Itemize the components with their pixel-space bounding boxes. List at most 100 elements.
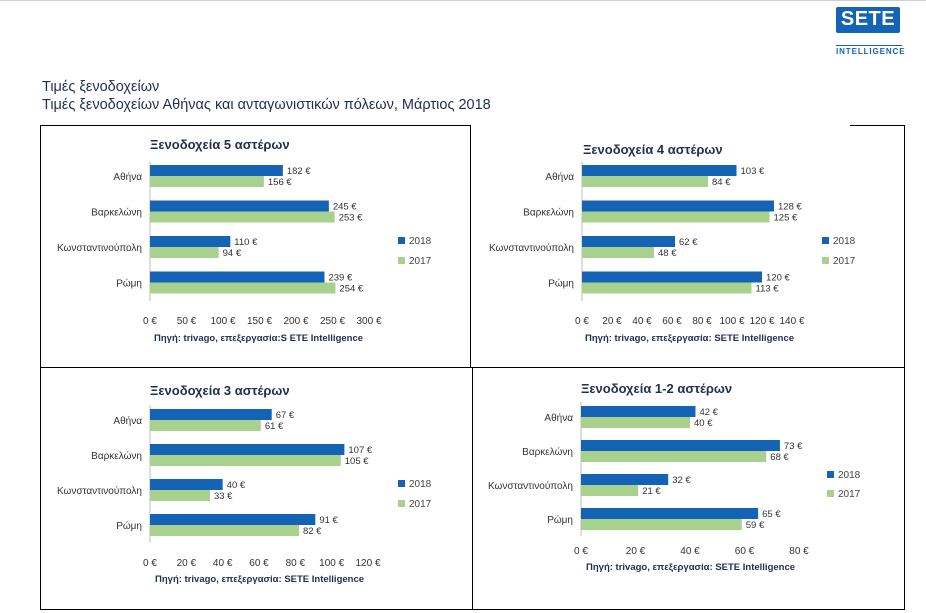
page-subtitle: Τιμές ξενοδοχείων Αθήνας και ανταγωνιστι… <box>42 97 491 113</box>
bar-2017 <box>581 519 742 530</box>
tick-label: 100 € <box>210 316 235 327</box>
sete-logo: SETE INTELLIGENCE <box>836 7 906 56</box>
grid-rule-top-right <box>850 125 905 126</box>
logo-subtitle: INTELLIGENCE <box>836 47 906 56</box>
chart-svg: Ξενοδοχεία 5 αστέρων Αθήνα 182 €156 € Βαρκε… <box>57 137 432 344</box>
bar-2018 <box>150 514 316 525</box>
tick-label: 60 € <box>662 316 682 327</box>
tick-label: 100 € <box>319 558 344 569</box>
data-label: 245 € <box>333 202 357 213</box>
data-label: 42 € <box>699 407 718 418</box>
chart-4-stars: Ξενοδοχεία 4 αστέρων Αθήνα 103 € 84 € Βαρκελ… <box>471 126 903 366</box>
data-label: 84 € <box>712 177 731 188</box>
legend-label-2017: 2017 <box>409 256 432 267</box>
bar-2017 <box>150 525 299 536</box>
data-label: 254 € <box>339 284 363 295</box>
data-label: 125 € <box>774 213 798 224</box>
data-label: 21 € <box>642 486 661 497</box>
tick-label: 0 € <box>143 316 157 327</box>
bar-2018 <box>581 406 696 417</box>
data-label: 239 € <box>328 273 352 284</box>
logo-rule <box>836 45 902 46</box>
tick-label: 200 € <box>283 316 308 327</box>
logo-wordmark: SETE <box>836 7 900 33</box>
data-label: 65 € <box>762 509 781 520</box>
tick-label: 300 € <box>356 316 381 327</box>
bar-2017 <box>582 247 654 258</box>
category-label: Ρώμη <box>116 278 142 290</box>
bar-2018 <box>150 479 223 490</box>
data-label: 120 € <box>766 273 790 284</box>
legend-swatch-2018 <box>398 480 405 487</box>
data-label: 103 € <box>741 166 765 177</box>
chart-3-stars: Ξενοδοχεία 3 αστέρων Αθήνα 67 €61 € Βαρκελώ… <box>41 368 471 608</box>
legend-label-2018: 2018 <box>833 236 856 247</box>
tick-label: 60 € <box>249 558 269 569</box>
data-label: 73 € <box>784 441 803 452</box>
grid-rule-right <box>904 125 905 610</box>
data-label: 61 € <box>265 421 284 432</box>
data-label: 156 € <box>268 177 292 188</box>
tick-label: 0 € <box>143 558 157 569</box>
category-label: Κωνσταντινούπολη <box>489 242 574 254</box>
bar-2018 <box>150 271 325 283</box>
bar-2018 <box>582 200 774 212</box>
data-label: 105 € <box>345 456 369 467</box>
bar-2017 <box>581 451 767 462</box>
tick-label: 50 € <box>177 316 197 327</box>
data-label: 33 € <box>214 491 233 502</box>
bar-2017 <box>581 417 690 428</box>
bar-2017 <box>150 282 336 294</box>
data-label: 59 € <box>746 520 765 531</box>
bar-2017 <box>582 282 752 294</box>
data-label: 32 € <box>672 475 691 486</box>
data-label: 94 € <box>223 248 242 259</box>
category-label: Βαρκελώνη <box>522 446 573 458</box>
category-label: Βαρκελώνη <box>91 207 142 219</box>
bar-2018 <box>150 200 329 212</box>
category-label: Ρώμη <box>116 520 142 532</box>
tick-label: 120 € <box>355 558 380 569</box>
tick-label: 20 € <box>602 316 622 327</box>
category-label: Κωνσταντινούπολη <box>488 480 573 492</box>
bar-2018 <box>150 444 345 455</box>
legend-label-2017: 2017 <box>409 499 432 510</box>
chart-title: Ξενοδοχεία 4 αστέρων <box>583 142 723 157</box>
tick-label: 250 € <box>320 316 345 327</box>
bar-2018 <box>582 165 737 176</box>
bar-2018 <box>150 409 272 420</box>
data-label: 48 € <box>658 248 677 259</box>
data-label: 40 € <box>694 418 713 429</box>
bar-2017 <box>150 176 264 187</box>
category-label: Αθήνα <box>113 415 142 427</box>
tick-label: 80 € <box>789 546 809 557</box>
legend-swatch-2017 <box>822 257 829 264</box>
data-label: 67 € <box>276 410 295 421</box>
chart-1-2-stars: Ξενοδοχεία 1-2 αστέρων Αθήνα 42 €40 € Βαρκε… <box>473 368 903 608</box>
tick-label: 140 € <box>779 316 804 327</box>
bar-2017 <box>150 247 219 258</box>
bar-2018 <box>581 440 780 451</box>
data-label: 91 € <box>319 515 338 526</box>
chart-svg: Ξενοδοχεία 3 αστέρων Αθήνα 67 €61 € Βαρκελώ… <box>57 383 432 585</box>
chart-title: Ξενοδοχεία 5 αστέρων <box>150 137 290 152</box>
category-label: Βαρκελώνη <box>91 450 142 462</box>
legend-label-2017: 2017 <box>833 256 856 267</box>
tick-label: 0 € <box>575 316 589 327</box>
data-label: 82 € <box>303 526 322 537</box>
bar-2017 <box>150 420 261 431</box>
tick-label: 40 € <box>632 316 652 327</box>
data-label: 40 € <box>227 480 246 491</box>
category-label: Αθήνα <box>544 412 573 424</box>
bar-2017 <box>581 485 639 496</box>
bar-2017 <box>150 490 210 501</box>
tick-label: 0 € <box>574 546 588 557</box>
legend-label-2017: 2017 <box>838 489 861 500</box>
tick-label: 100 € <box>719 316 744 327</box>
data-label: 107 € <box>348 445 372 456</box>
category-label: Κωνσταντινούπολη <box>57 242 142 254</box>
legend-swatch-2017 <box>398 257 405 264</box>
bar-2017 <box>582 211 770 223</box>
category-label: Αθήνα <box>113 171 142 183</box>
